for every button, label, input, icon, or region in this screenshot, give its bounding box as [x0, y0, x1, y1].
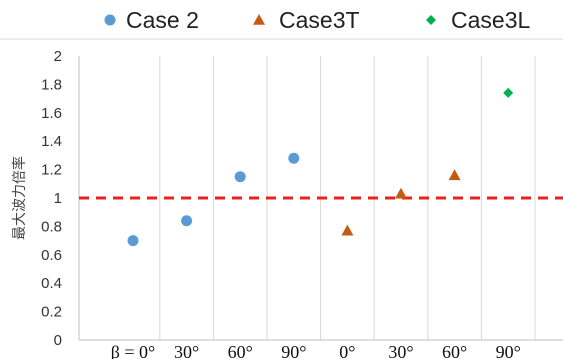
data-points	[127, 87, 514, 247]
x-tick-label: 60°	[228, 342, 253, 359]
y-tick-label: 1.8	[41, 76, 62, 93]
y-tick-label: 0.4	[41, 275, 62, 292]
x-tick-label: 90°	[496, 342, 521, 359]
data-point	[234, 171, 246, 183]
y-tick-label: 1.4	[41, 133, 62, 150]
x-tick-label: 30°	[388, 342, 413, 359]
data-point	[503, 87, 514, 98]
legend-marker	[426, 15, 436, 25]
legend-label: Case3L	[451, 7, 530, 33]
y-tick-label: 0.8	[41, 218, 62, 235]
x-tick-label: 60°	[442, 342, 467, 359]
x-tick-label: 0°	[339, 342, 355, 359]
data-point	[448, 169, 461, 181]
y-tick-label: 1	[54, 190, 62, 207]
data-point	[127, 235, 139, 247]
y-axis-ticks: 0 0.2 0.4 0.6 0.8 1 1.2 1.4 1.6 1.8 2	[41, 48, 62, 349]
legend-marker	[104, 14, 116, 26]
x-tick-label: β = 0°	[111, 342, 156, 359]
data-point	[181, 215, 193, 227]
data-point	[341, 224, 354, 236]
x-axis-ticks: β = 0° 30° 60° 90° 0° 30° 60° 90°	[111, 342, 521, 359]
y-tick-label: 0.2	[41, 304, 62, 321]
data-point	[288, 152, 300, 164]
y-tick-label: 0	[54, 332, 62, 349]
y-tick-label: 1.2	[41, 162, 62, 179]
data-point	[395, 187, 407, 199]
y-tick-label: 2	[54, 48, 62, 65]
y-axis-label: 最大波力倍率	[11, 156, 28, 240]
x-tick-label: 30°	[174, 342, 199, 359]
y-tick-label: 0.6	[41, 247, 62, 264]
y-tick-label: 1.6	[41, 105, 62, 122]
x-tick-label: 90°	[281, 342, 306, 359]
legend-label: Case 2	[126, 7, 199, 33]
legend: Case 2 Case3T Case3L	[104, 7, 530, 33]
legend-label: Case3T	[279, 7, 360, 33]
legend-marker	[253, 14, 265, 25]
